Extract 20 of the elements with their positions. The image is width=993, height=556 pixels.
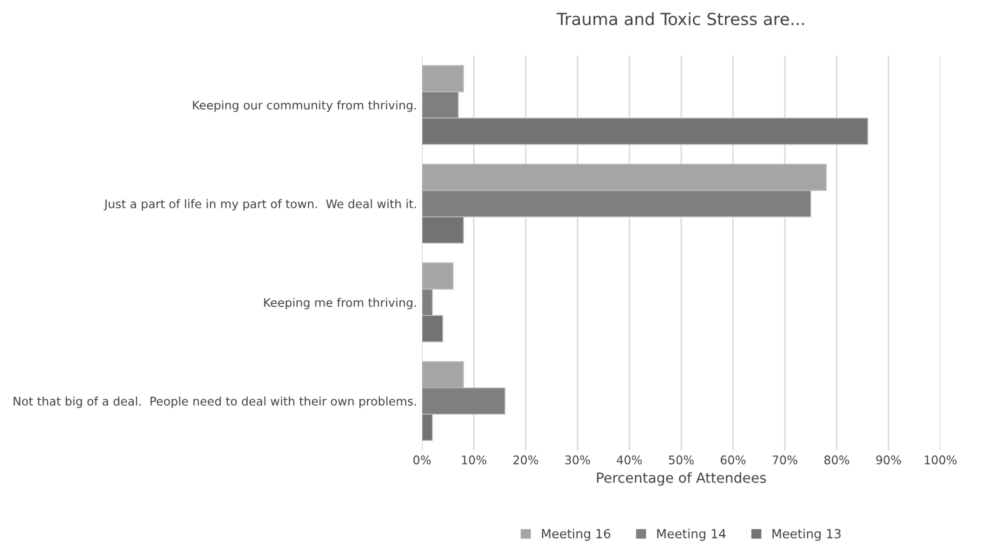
x-tick-label: 30% bbox=[565, 455, 590, 464]
x-tick-label: 50% bbox=[668, 455, 694, 464]
y-tick-label: Keeping our community from thriving. bbox=[193, 100, 416, 112]
legend-label: Meeting 14 bbox=[657, 528, 726, 541]
x-tick-label: 90% bbox=[876, 455, 902, 464]
x-tick-label: 0% bbox=[413, 455, 431, 464]
y-tick-label: Just a part of life in my part of town. We deal with it. bbox=[104, 199, 416, 211]
legend-label: Meeting 16 bbox=[542, 528, 610, 541]
x-tick-label: 70% bbox=[772, 455, 798, 464]
y-tick-label: Keeping me from thriving. bbox=[264, 298, 416, 310]
x-tick-label: 80% bbox=[824, 455, 850, 464]
x-tick-label: 10% bbox=[462, 455, 486, 464]
x-tick-label: 60% bbox=[720, 455, 746, 464]
x-tick-label: 20% bbox=[513, 455, 538, 464]
x-axis-title: Percentage of Attendees bbox=[597, 472, 766, 486]
chart-title: Trauma and Toxic Stress are... bbox=[556, 12, 804, 26]
x-tick-label: 40% bbox=[616, 455, 642, 464]
legend-label: Meeting 13 bbox=[772, 528, 841, 541]
x-tick-label: 100% bbox=[924, 455, 957, 464]
y-tick-label: Not that big of a deal. People need to deal with their own problems. bbox=[14, 396, 416, 408]
